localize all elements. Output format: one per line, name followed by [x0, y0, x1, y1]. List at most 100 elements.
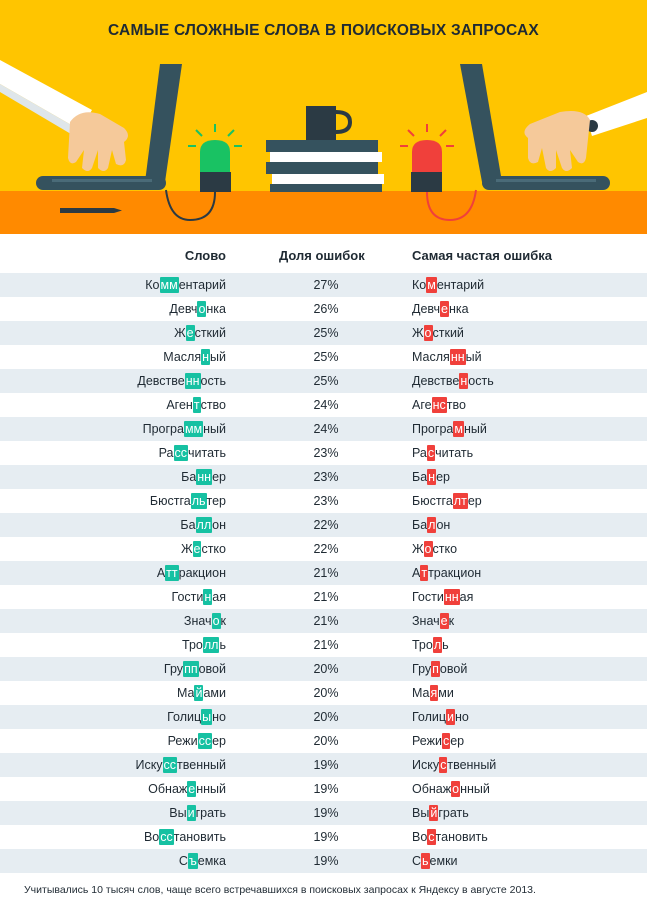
common-error-word: Обнажонный — [412, 781, 490, 797]
error-rate: 21% — [313, 566, 339, 580]
word-fragment: Иску — [135, 758, 163, 772]
word-fragment: твенный — [447, 758, 497, 772]
word-fragment: Режи — [167, 734, 198, 748]
word-fragment: Девстве — [412, 374, 460, 388]
word-fragment: Програ — [412, 422, 454, 436]
correct-word: Майами — [176, 685, 226, 701]
common-error-word: Маями — [412, 685, 454, 701]
word-fragment: Голиц — [412, 710, 447, 724]
common-error-word: Голицино — [412, 709, 469, 725]
common-error-word: Гостинная — [412, 589, 474, 605]
word-fragment: Тро — [182, 638, 203, 652]
word-fragment: Ма — [176, 686, 195, 700]
error-letters-highlight: нн — [449, 349, 466, 365]
word-fragment: Обнаж — [148, 782, 188, 796]
word-fragment: стко — [201, 542, 226, 556]
common-error-word: Груповой — [412, 661, 468, 677]
error-rate: 19% — [313, 782, 339, 796]
error-letters-highlight: л — [432, 637, 443, 653]
correct-letters-highlight: пп — [183, 661, 199, 677]
error-rate: 20% — [313, 734, 339, 748]
word-fragment: Ба — [412, 470, 428, 484]
error-rate: 27% — [313, 278, 339, 292]
common-error-word: Бюстгалтер — [412, 493, 482, 509]
correct-word: Режиссер — [167, 733, 226, 749]
word-fragment: овой — [439, 662, 468, 676]
error-rate: 20% — [313, 662, 339, 676]
word-fragment: ами — [203, 686, 226, 700]
table-row: Бюстгальтер 23% Бюстгалтер — [0, 489, 647, 513]
common-error-word: Режисер — [412, 733, 464, 749]
table-row: Значок 21% Значек — [0, 609, 647, 633]
correct-word: Программный — [143, 421, 226, 437]
table-row: Голицыно 20% Голицино — [0, 705, 647, 729]
common-error-word: Аттракцион — [412, 565, 481, 581]
correct-letters-highlight: н — [203, 589, 213, 605]
table-row: Съемка 19% Сьемки — [0, 849, 647, 873]
error-letters-highlight: п — [431, 661, 440, 677]
common-error-word: Жосткий — [412, 325, 464, 341]
page-title: САМЫЕ СЛОЖНЫЕ СЛОВА В ПОИСКОВЫХ ЗАПРОСАХ — [108, 22, 539, 39]
correct-word: Значок — [183, 613, 226, 629]
table-row: Агентство 24% Агенство — [0, 393, 647, 417]
books-and-mug-icon — [266, 106, 384, 192]
word-fragment: Ра — [412, 446, 427, 460]
table-row: Аттракцион 21% Аттракцион — [0, 561, 647, 585]
green-lamp-icon — [165, 124, 242, 222]
correct-word: Восстановить — [144, 829, 226, 845]
correct-letters-highlight: мм — [183, 421, 204, 437]
word-fragment: Ко — [412, 278, 427, 292]
correct-word: Голицыно — [167, 709, 226, 725]
correct-word: Аттракцион — [157, 565, 226, 581]
correct-letters-highlight: е — [187, 781, 197, 797]
word-fragment: Гру — [163, 662, 184, 676]
error-rate: 23% — [313, 470, 339, 484]
word-fragment: но — [455, 710, 469, 724]
word-fragment: ый — [465, 350, 482, 364]
table-header: Слово Доля ошибок Самая частая ошибка — [0, 248, 647, 266]
error-letters-highlight: е — [440, 301, 449, 317]
word-fragment: ь — [219, 638, 226, 652]
left-laptop-icon — [36, 64, 182, 190]
error-letters-highlight: м — [426, 277, 437, 293]
common-error-word: Агенство — [412, 397, 466, 413]
correct-word: Жестко — [181, 541, 226, 557]
word-fragment: Знач — [183, 614, 212, 628]
error-rate: 23% — [313, 494, 339, 508]
common-error-word: Жостко — [412, 541, 457, 557]
word-fragment: Гости — [171, 590, 204, 604]
common-error-word: Маслянный — [412, 349, 482, 365]
word-fragment: Режи — [412, 734, 442, 748]
word-fragment: Ма — [412, 686, 430, 700]
word-fragment: Ба — [181, 470, 197, 484]
common-error-word: Банер — [412, 469, 450, 485]
correct-letters-highlight: е — [192, 541, 202, 557]
error-rate: 21% — [313, 590, 339, 604]
error-letters-highlight: лт — [452, 493, 468, 509]
error-letters-highlight: с — [439, 757, 448, 773]
table-row: Обнаженный 19% Обнажонный — [0, 777, 647, 801]
error-letters-highlight: т — [420, 565, 429, 581]
error-rate: 19% — [313, 806, 339, 820]
word-fragment: емка — [197, 854, 226, 868]
table-row: Баллон 22% Балон — [0, 513, 647, 537]
error-letters-highlight: я — [429, 685, 439, 701]
correct-letters-highlight: о — [211, 613, 221, 629]
pencil-icon — [60, 208, 122, 213]
error-rate: 25% — [313, 350, 339, 364]
common-error-word: Програмный — [412, 421, 487, 437]
word-fragment: Вы — [169, 806, 187, 820]
error-letters-highlight: с — [426, 445, 436, 461]
error-letters-highlight: с — [427, 829, 436, 845]
error-letters-highlight: е — [439, 613, 449, 629]
correct-word: Баннер — [181, 469, 226, 485]
table-row: Майами 20% Маями — [0, 681, 647, 705]
word-fragment: ая — [459, 590, 474, 604]
header-illustration: САМЫЕ СЛОЖНЫЕ СЛОВА В ПОИСКОВЫХ ЗАПРОСАХ — [0, 0, 647, 234]
word-fragment: Во — [412, 830, 428, 844]
table-row: Жесткий 25% Жосткий — [0, 321, 647, 345]
table-row: Девственность 25% Девственость — [0, 369, 647, 393]
correct-word: Тролль — [182, 637, 226, 653]
word-fragment: ер — [467, 494, 482, 508]
word-fragment: Масля — [163, 350, 202, 364]
